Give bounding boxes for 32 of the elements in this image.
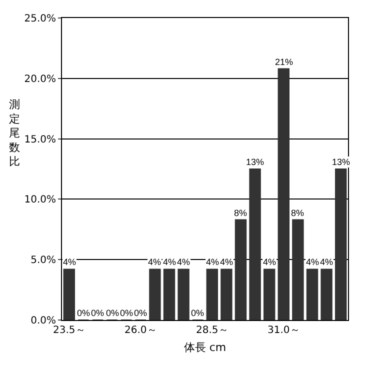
data-label: 0% xyxy=(191,308,204,318)
y-tick-label: 15.0% xyxy=(24,134,56,146)
x-tick-label: 23.5～ xyxy=(53,325,86,336)
data-label: 4% xyxy=(148,257,162,267)
data-label: 4% xyxy=(306,257,320,267)
y-tick-label: 5.0% xyxy=(30,255,56,266)
data-label: 0% xyxy=(134,308,148,318)
data-label: 0% xyxy=(91,308,104,318)
data-label: 13% xyxy=(332,157,350,167)
data-label: 4% xyxy=(220,257,234,267)
data-label: 0% xyxy=(77,308,90,318)
y-tick-label: 25.0% xyxy=(24,14,56,24)
x-tick-label: 28.5～ xyxy=(196,325,228,336)
data-label: 8% xyxy=(291,208,304,218)
x-tick-label: 31.0～ xyxy=(268,325,300,336)
data-label: 4% xyxy=(63,257,76,267)
data-label: 0% xyxy=(120,308,134,318)
data-label: 0% xyxy=(106,308,120,318)
data-label: 4% xyxy=(263,257,276,267)
data-label: 8% xyxy=(234,208,248,218)
y-axis-title: 測定尾数比 xyxy=(9,98,20,168)
x-axis-title: 体長 cm xyxy=(184,341,226,354)
data-label: 4% xyxy=(320,257,334,267)
y-tick-label: 0.0% xyxy=(30,316,56,326)
data-label: 4% xyxy=(177,257,190,267)
y-tick-label: 10.0% xyxy=(24,194,56,206)
x-tick-label: 26.0～ xyxy=(124,325,157,336)
data-label: 21% xyxy=(275,57,294,67)
data-label: 13% xyxy=(246,157,264,167)
data-label: 4% xyxy=(206,257,220,267)
y-tick-label: 20.0% xyxy=(24,74,56,85)
data-label: 4% xyxy=(163,257,176,267)
